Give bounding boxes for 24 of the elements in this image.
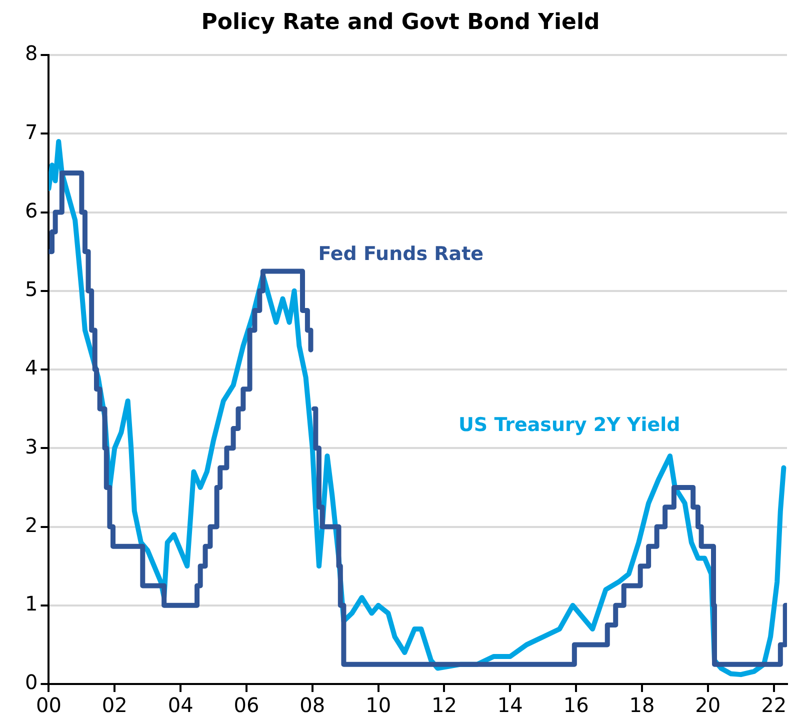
x-tick-label: 22 (761, 693, 787, 718)
x-tick-label: 20 (695, 693, 721, 718)
y-tick-label: 8 (24, 41, 38, 66)
x-tick-label: 00 (36, 693, 62, 718)
x-tick-label: 14 (497, 693, 523, 718)
y-tick-label: 2 (24, 512, 38, 537)
series-label: Fed Funds Rate (318, 242, 484, 265)
y-tick-label: 0 (24, 670, 38, 694)
x-tick-label: 08 (300, 693, 326, 718)
x-tick-label: 10 (366, 693, 392, 718)
x-tick-label: 04 (168, 693, 194, 718)
x-tick-label: 12 (432, 693, 457, 718)
y-tick-label: 6 (24, 198, 38, 222)
x-tick-label: 16 (563, 693, 589, 718)
y-tick-label: 1 (24, 592, 38, 616)
series-label: US Treasury 2Y Yield (458, 414, 680, 436)
y-tick-label: 7 (24, 120, 38, 144)
y-tick-label: 4 (24, 356, 38, 380)
y-tick-label: 3 (24, 434, 38, 458)
x-tick-label: 06 (234, 693, 260, 718)
y-tick-label: 5 (24, 277, 38, 302)
chart-title: Policy Rate and Govt Bond Yield (200, 10, 601, 35)
x-tick-label: 02 (102, 693, 128, 718)
x-tick-label: 18 (629, 693, 655, 718)
